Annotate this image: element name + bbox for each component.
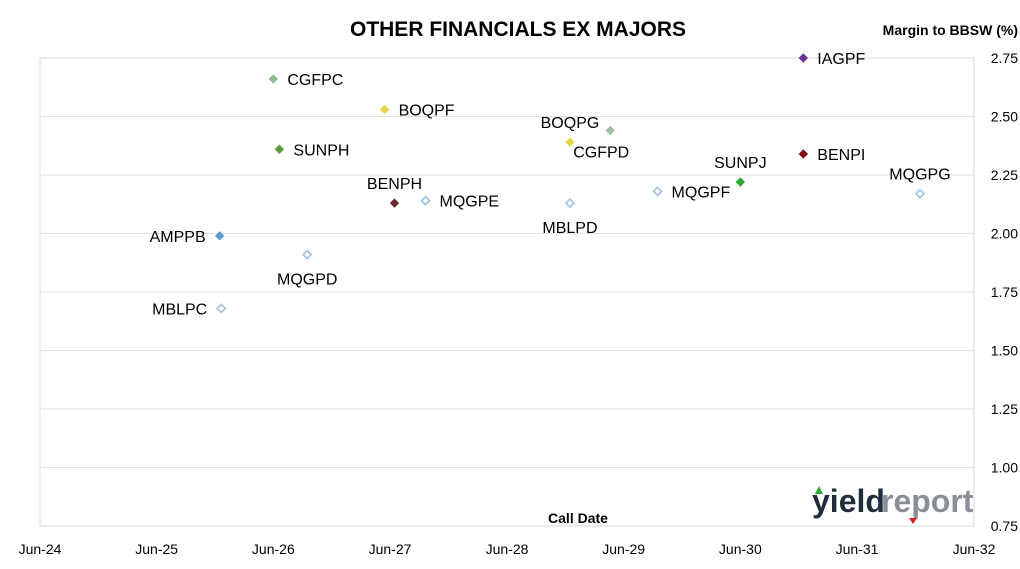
chart-title: OTHER FINANCIALS EX MAJORS <box>350 18 686 41</box>
point-marker-boqpf <box>379 104 390 115</box>
y-tick-label: 2.25 <box>991 167 1018 183</box>
point-label-boqpf: BOQPF <box>399 102 455 119</box>
point-label-cgfpc: CGFPC <box>287 72 343 89</box>
x-tick-label: Jun-30 <box>719 541 762 557</box>
logo-down-arrow-icon <box>909 518 917 524</box>
x-tick-label: Jun-25 <box>135 541 178 557</box>
point-label-benpi: BENPI <box>817 147 865 164</box>
point-marker-boqpg <box>565 137 575 147</box>
x-tick-label: Jun-26 <box>252 541 295 557</box>
point-label-mqgpe: MQGPE <box>439 194 499 211</box>
point-label-benph: BENPH <box>367 176 422 193</box>
point-marker-benpi <box>798 149 809 159</box>
point-marker-mqgpg <box>914 188 926 199</box>
point-marker-mqgpe <box>420 195 431 207</box>
point-marker-benph <box>389 198 400 208</box>
x-tick-label: Jun-28 <box>486 541 529 557</box>
point-marker-mqgpd <box>301 249 313 260</box>
x-axis-title: Call Date <box>548 510 608 526</box>
x-tick-label: Jun-32 <box>953 541 996 557</box>
point-label-sunpj: SUNPJ <box>714 155 766 172</box>
x-tick-label: Jun-27 <box>369 541 412 557</box>
point-marker-mblpd <box>564 197 576 209</box>
point-label-mqgpd: MQGPD <box>277 272 337 289</box>
point-label-mqgpf: MQGPF <box>672 184 731 201</box>
point-label-cgfpd: CGFPD <box>573 145 629 162</box>
point-marker-sunph <box>274 144 285 154</box>
y-tick-label: 1.00 <box>991 460 1018 476</box>
point-marker-amppb <box>214 231 225 241</box>
point-label-mblpc: MBLPC <box>152 301 207 318</box>
point-label-boqpg: BOQPG <box>541 115 600 132</box>
data-points: IAGPF CGFPC BOQPF BOQPG CGFPD SUNPH BENPI SUNPJ… <box>150 51 951 318</box>
y-tick-label: 2.00 <box>991 226 1018 242</box>
x-tick-label: Jun-31 <box>836 541 879 557</box>
gridlines <box>40 116 974 468</box>
y-tick-label: 1.25 <box>991 401 1018 417</box>
point-marker-cgfpd <box>605 125 615 136</box>
y-tick-label: 2.50 <box>991 109 1018 125</box>
logo-yield-text: yield <box>812 483 885 519</box>
point-marker-cgfpc <box>268 74 279 84</box>
x-tick-label: Jun-24 <box>19 541 62 557</box>
y-axis-ticks: 0.75 1.00 1.25 1.50 1.75 2.00 2.25 2.50 2.75 <box>991 50 1018 534</box>
y-tick-label: 0.75 <box>991 518 1018 534</box>
x-tick-label: Jun-29 <box>602 541 645 557</box>
logo-report-text: report <box>881 483 974 519</box>
point-marker-mqgpf <box>652 186 663 197</box>
x-axis-ticks: Jun-24 Jun-25 Jun-26 Jun-27 Jun-28 Jun-29 Jun-… <box>19 541 996 557</box>
point-label-mqgpg: MQGPG <box>889 167 950 184</box>
y-tick-label: 1.50 <box>991 343 1018 359</box>
point-marker-mblpc <box>215 303 227 314</box>
point-label-amppb: AMPPB <box>150 229 206 246</box>
y-tick-label: 2.75 <box>991 50 1018 66</box>
yieldreport-logo: yield report <box>812 483 974 524</box>
logo-up-arrow-icon <box>815 486 823 494</box>
point-marker-sunpj <box>735 177 746 187</box>
point-label-sunph: SUNPH <box>293 142 349 159</box>
point-label-mblpd: MBLPD <box>542 220 597 237</box>
y-axis-title: Margin to BBSW (%) <box>883 22 1018 38</box>
point-label-iagpf: IAGPF <box>817 51 865 68</box>
y-tick-label: 1.75 <box>991 284 1018 300</box>
point-marker-iagpf <box>798 53 809 63</box>
